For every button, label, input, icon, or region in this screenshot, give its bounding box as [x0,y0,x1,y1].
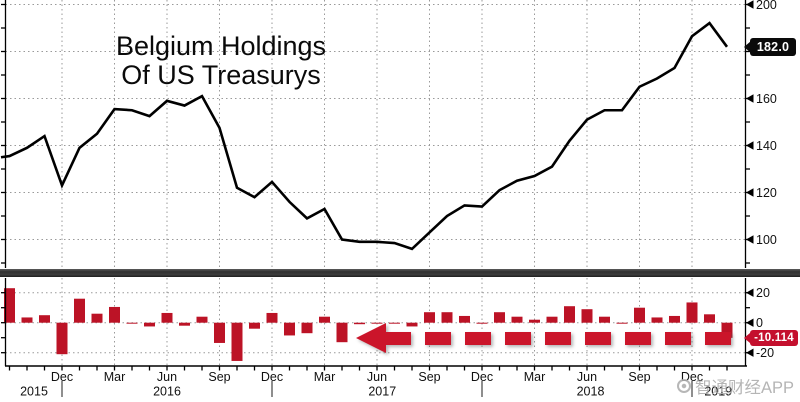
bar-monthly-change [336,322,348,343]
bar-monthly-change [546,316,558,323]
last-value-badge-line: 182.0 [750,38,796,56]
tick-pointer-icon [746,318,754,327]
bar-monthly-change [126,322,138,324]
tick-pointer-icon [746,348,754,357]
bar-monthly-change [91,313,103,323]
bar-monthly-change [476,322,488,324]
x-month-label: Jun [157,370,177,384]
y-tick-label: -20 [756,346,774,360]
y-tick-label: 0 [756,316,763,330]
x-month-label: Sep [628,370,650,384]
x-month-label: Dec [51,370,73,384]
tick-pointer-icon [746,288,754,297]
chart-title-line2: Of US Treasurys [121,60,321,90]
bar-monthly-change [511,316,523,323]
x-year-label: 2018 [577,385,605,399]
bar-monthly-change [459,315,470,323]
bar-monthly-change [721,322,733,338]
bar-monthly-change [144,322,155,327]
bar-monthly-change [284,322,295,336]
bar-monthly-change [406,322,418,327]
annotation-arrow-left-icon [356,323,744,353]
bar-monthly-change [39,315,50,323]
bar-monthly-change [564,306,575,323]
bar-monthly-change [616,322,628,324]
x-month-label: Dec [471,370,493,384]
x-month-label: Sep [208,370,230,384]
bar-monthly-change [529,319,540,323]
x-month-label: Jun [367,370,387,384]
bar-monthly-change [74,298,85,323]
bar-monthly-change [424,312,435,323]
chart-title: Belgium Holdings Of US Treasurys [95,32,347,90]
bar-monthly-change [686,302,698,323]
tick-pointer-icon [746,141,754,150]
bar-monthly-change [266,312,278,323]
y-tick-label: 20 [756,286,770,300]
x-month-label: Mar [314,370,336,384]
y-tick-label: 100 [756,233,777,247]
x-year-label: 2015 [20,385,48,399]
bar-monthly-change [249,322,260,329]
bar-monthly-change [581,309,593,323]
bar-monthly-change [634,307,645,323]
x-month-label: Mar [104,370,126,384]
watermark-logo-icon [677,379,691,393]
tick-pointer-icon [746,235,754,244]
line-holdings [0,21,729,251]
y-tick-label: 160 [756,92,777,106]
last-value-badge-bar: -10.114 [750,330,798,346]
bar-monthly-change [704,314,715,323]
bar-monthly-change [389,322,400,324]
y-tick-label: 140 [756,139,777,153]
bar-monthly-change [651,317,663,323]
x-month-label: Sep [418,370,440,384]
bar-monthly-change [214,322,225,343]
chart-title-line1: Belgium Holdings [115,31,327,61]
bar-monthly-change [4,288,15,323]
arrow-dashed-shaft [385,331,744,345]
x-month-label: Mar [524,370,546,384]
x-month-label: Jun [577,370,597,384]
watermark-text: 智通财经APP [695,379,795,397]
bar-monthly-change [56,322,68,355]
bar-monthly-change [179,322,190,326]
y-tick-label: 120 [756,186,777,200]
bar-monthly-change [599,316,610,323]
arrow-head-icon [356,323,386,353]
bar-monthly-change [196,316,208,323]
bar-monthly-change [669,315,680,323]
tick-pointer-icon [746,188,754,197]
bar-monthly-change [319,316,330,323]
bar-monthly-change [109,306,120,323]
bar-monthly-change [231,322,243,361]
tick-pointer-icon [746,94,754,103]
bar-monthly-change [494,312,505,323]
x-year-label: 2016 [153,385,181,399]
x-month-label: Dec [261,370,283,384]
panel-separator-band [0,269,800,277]
x-year-label: 2017 [368,385,396,399]
y-tick-label: 200 [756,0,777,12]
bar-monthly-change [21,317,33,323]
bar-monthly-change [161,312,173,323]
tick-pointer-icon [746,0,754,9]
bar-monthly-change [441,312,453,323]
watermark: 智通财经APP [677,374,794,398]
x-year-label: 2019 [704,385,732,399]
bar-monthly-change [301,322,313,334]
